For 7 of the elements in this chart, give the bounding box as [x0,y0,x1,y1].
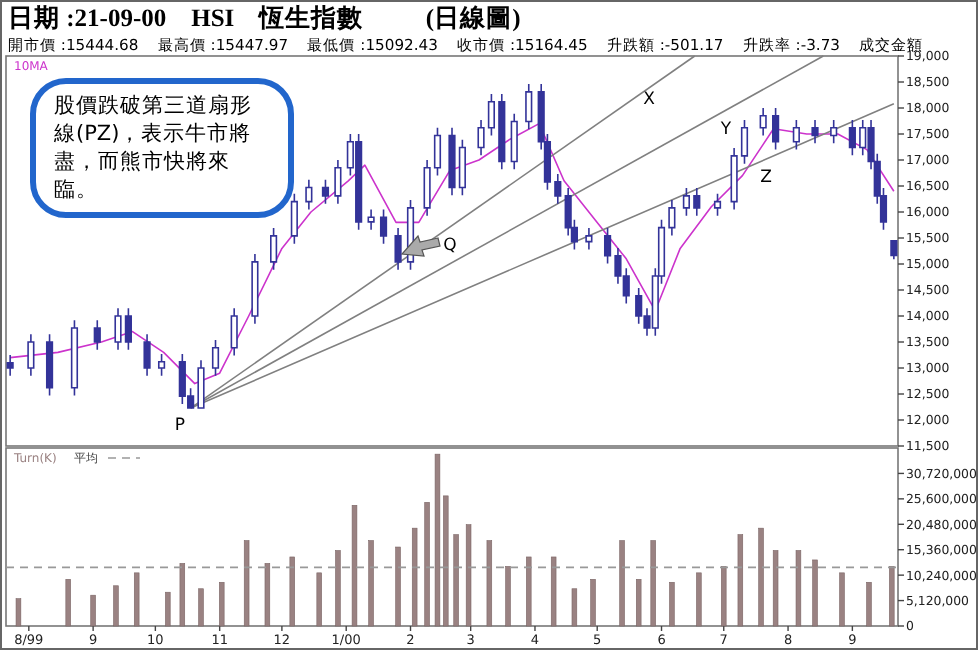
annotation: Z [760,168,773,188]
annotation: Q [443,236,458,256]
annotation: Y [718,120,733,140]
annotation: P [174,416,186,436]
annotation: X [643,89,656,110]
annotation: 股價跌破第三道扇形線(PZ)，表示牛市將盡，而熊市快將來臨。 [30,78,294,218]
chart-title: 日期 :21-09-00 HSI 恆生指數 (日線圖) [8,4,521,32]
